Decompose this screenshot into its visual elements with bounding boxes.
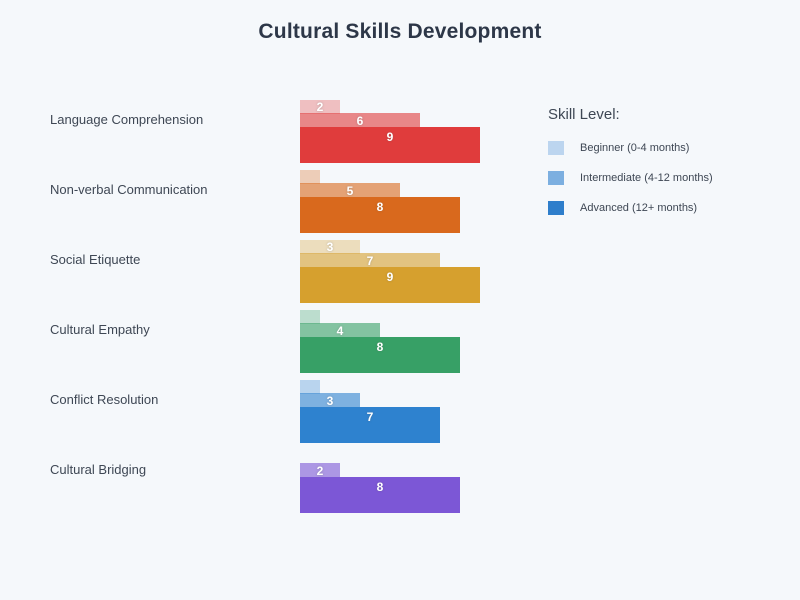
bar-intermediate[interactable]: 7	[300, 253, 440, 269]
bar-advanced[interactable]: 7	[300, 407, 440, 443]
legend-items: Beginner (0-4 months) Intermediate (4-12 …	[548, 141, 713, 215]
bar-group: Cultural Bridging 2 8	[0, 450, 800, 514]
bar-beginner[interactable]: 2	[300, 100, 340, 114]
category-label: Social Etiquette	[50, 252, 141, 267]
bar-value-label: 8	[376, 340, 384, 354]
legend-item-intermediate[interactable]: Intermediate (4-12 months)	[548, 171, 713, 185]
bar-advanced[interactable]: 8	[300, 477, 460, 513]
bar-group: Language Comprehension 2 6 9	[0, 100, 800, 164]
legend-item-label: Beginner (0-4 months)	[580, 142, 690, 154]
bar-value-label: 3	[326, 240, 334, 254]
bar-advanced[interactable]: 8	[300, 197, 460, 233]
legend-swatch	[548, 171, 564, 185]
bar-intermediate[interactable]: 3	[300, 393, 360, 409]
bar-value-label: 3	[326, 394, 334, 408]
bar-intermediate[interactable]: 2	[300, 463, 340, 479]
legend-item-label: Intermediate (4-12 months)	[580, 172, 713, 184]
bar-beginner[interactable]	[300, 170, 320, 184]
bar-value-label: 8	[376, 480, 384, 494]
bar-value-label: 5	[346, 184, 354, 198]
category-label: Conflict Resolution	[50, 392, 159, 407]
bar-advanced[interactable]: 9	[300, 127, 480, 163]
bar-value-label: 6	[356, 114, 364, 128]
bar-advanced[interactable]: 9	[300, 267, 480, 303]
bar-value-label: 4	[336, 324, 344, 338]
bar-value-label: 7	[366, 410, 374, 424]
bar-value-label: 9	[386, 270, 394, 284]
bar-advanced[interactable]: 8	[300, 337, 460, 373]
bar-group: Cultural Empathy 4 8	[0, 310, 800, 374]
bar-group: Social Etiquette 3 7 9	[0, 240, 800, 304]
category-label: Language Comprehension	[50, 112, 204, 127]
bar-intermediate[interactable]: 4	[300, 323, 380, 339]
bar-beginner[interactable]: 3	[300, 240, 360, 254]
bar-intermediate[interactable]: 6	[300, 113, 420, 129]
bar-beginner[interactable]	[300, 380, 320, 394]
category-label: Cultural Empathy	[50, 322, 150, 337]
legend-swatch	[548, 141, 564, 155]
category-label: Cultural Bridging	[50, 462, 147, 477]
legend-item-label: Advanced (12+ months)	[580, 202, 698, 214]
bar-value-label: 9	[386, 130, 394, 144]
bar-value-label: 7	[366, 254, 374, 268]
bar-beginner[interactable]	[300, 310, 320, 324]
bar-group: Non-verbal Communication 5 8	[0, 170, 800, 234]
category-label: Non-verbal Communication	[50, 182, 208, 197]
bar-value-label: 8	[376, 200, 384, 214]
bar-value-label: 2	[316, 100, 324, 114]
chart-title: Cultural Skills Development	[258, 20, 542, 43]
legend-title: Skill Level:	[548, 106, 620, 123]
legend-item-advanced[interactable]: Advanced (12+ months)	[548, 201, 713, 215]
bar-value-label: 2	[316, 464, 324, 478]
legend-item-beginner[interactable]: Beginner (0-4 months)	[548, 141, 713, 155]
bar-intermediate[interactable]: 5	[300, 183, 400, 199]
legend: Skill Level: Beginner (0-4 months) Interm…	[548, 106, 713, 231]
bar-group: Conflict Resolution 3 7	[0, 380, 800, 444]
legend-swatch	[548, 201, 564, 215]
